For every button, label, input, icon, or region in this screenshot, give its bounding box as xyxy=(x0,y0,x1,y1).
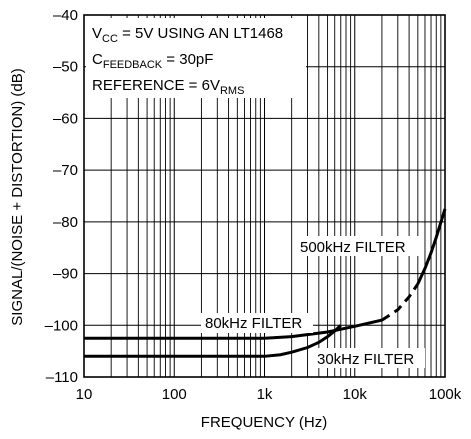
y-axis-label: SIGNAL/(NOISE + DISTORTION) (dB) xyxy=(9,68,26,325)
x-axis-label: FREQUENCY (Hz) xyxy=(201,414,327,431)
y-tick-label: –110 xyxy=(46,369,78,386)
annotation-line-3: REFERENCE = 6VRMS xyxy=(92,77,244,97)
series-label-500k: 500kHz FILTER xyxy=(300,239,406,256)
annotation-background xyxy=(86,18,306,98)
annotation-box: VCC = 5V USING AN LT1468 CFEEDBACK = 30p… xyxy=(86,18,306,98)
label-bg-30k xyxy=(313,348,425,368)
x-tick-label: 10k xyxy=(343,386,368,403)
series-label-80k: 80kHz FILTER xyxy=(205,315,302,332)
x-tick-label: 10 xyxy=(76,386,93,403)
plot-border xyxy=(83,14,446,378)
series-500k-filter-line-dashed xyxy=(381,283,420,322)
x-tick-label: 100 xyxy=(162,386,187,403)
curves xyxy=(84,208,447,358)
y-tick-label: –60 xyxy=(53,110,78,127)
x-tick-label: 1k xyxy=(257,386,273,403)
y-tick-label: –50 xyxy=(53,59,78,76)
plot-frame xyxy=(83,14,446,378)
y-tick-label: –40 xyxy=(53,7,78,24)
y-tick-label: –90 xyxy=(53,266,78,283)
y-tick-label: –80 xyxy=(53,214,78,231)
annotation-line-1: VCC = 5V USING AN LT1468 xyxy=(92,25,283,45)
label-bg-80k xyxy=(201,313,313,333)
y-tick-label: –70 xyxy=(53,162,78,179)
series-80k-filter-line xyxy=(84,318,383,340)
series-30k-filter-line xyxy=(84,324,342,358)
series-500k-filter-line-solid xyxy=(416,208,447,285)
series-label-30k: 30kHz FILTER xyxy=(317,351,414,368)
annotation-line-2: CFEEDBACK = 30pF xyxy=(92,51,213,71)
label-bg-500k xyxy=(296,236,420,256)
y-tick-label: –100 xyxy=(45,317,78,334)
x-tick-label: 100k xyxy=(429,386,462,403)
